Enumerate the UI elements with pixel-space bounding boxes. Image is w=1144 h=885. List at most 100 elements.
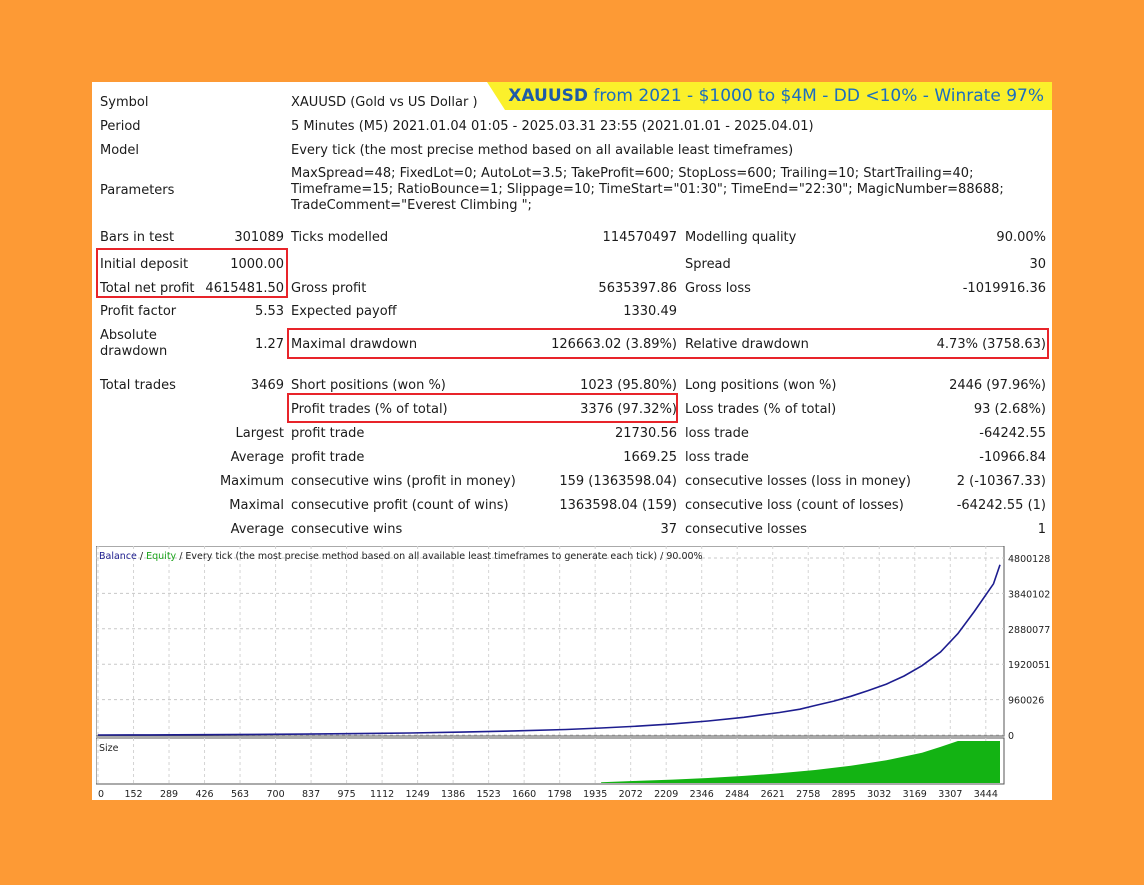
absolute-drawdown-value: 1.27 — [255, 337, 284, 352]
largest-loss-value: -64242.55 — [979, 426, 1046, 441]
average-consecutive-wins-value: 37 — [660, 522, 677, 537]
bars-in-test-label: Bars in test — [100, 230, 175, 245]
backtest-report-panel: XAUUSD from 2021 - $1000 to $4M - DD <10… — [92, 82, 1052, 800]
expected-payoff-value: 1330.49 — [623, 304, 677, 319]
max-consecutive-wins-value: 159 (1363598.04) — [559, 474, 677, 489]
x-tick-label: 0 — [98, 789, 104, 800]
max-consecutive-losses-value: 2 (-10367.33) — [956, 474, 1046, 489]
x-tick-label: 3307 — [938, 789, 962, 800]
ticks-modelled-value: 114570497 — [602, 230, 677, 245]
chart-legend: Balance / Equity / Every tick (the most … — [99, 551, 703, 562]
max-consecutive-losses-label: consecutive losses (loss in money) — [685, 474, 911, 489]
average-consecutive-losses-value: 1 — [1037, 522, 1046, 537]
main-plot-frame — [95, 545, 1005, 737]
legend-balance: Balance — [99, 551, 137, 562]
chart-grid — [96, 546, 1004, 784]
x-tick-label: 3032 — [867, 789, 891, 800]
size-label: Size — [99, 743, 119, 754]
maximum-prefix: Maximum — [219, 474, 284, 489]
period-label: Period — [100, 119, 141, 134]
y-tick-label: 4800128 — [1008, 554, 1050, 565]
y-tick-label: 3840102 — [1008, 589, 1050, 600]
x-tick-label: 1386 — [441, 789, 465, 800]
gross-profit-label: Gross profit — [291, 281, 367, 296]
banner-symbol: XAUUSD — [508, 86, 589, 106]
largest-profit-value: 21730.56 — [614, 426, 677, 441]
promo-banner: XAUUSD from 2021 - $1000 to $4M - DD <10… — [487, 82, 1052, 110]
gross-loss-label: Gross loss — [685, 281, 751, 296]
average-consecutive-losses-label: consecutive losses — [685, 522, 807, 537]
balance-chart-svg: 4800128 3840102 2880077 1920051 960026 0 0 152… — [95, 545, 1050, 800]
banner-text: from 2021 - $1000 to $4M - DD <10% - Win… — [588, 86, 1044, 106]
gross-profit-value: 5635397.86 — [598, 281, 677, 296]
total-net-profit-label: Total net profit — [100, 281, 195, 296]
initial-deposit-label: Initial deposit — [100, 257, 189, 272]
size-area — [601, 741, 1000, 783]
ticks-modelled-label: Ticks modelled — [291, 230, 389, 245]
x-tick-label: 152 — [124, 789, 142, 800]
average-consecutive-wins-label: consecutive wins — [291, 522, 403, 537]
maximal-drawdown-label: Maximal drawdown — [291, 337, 418, 352]
x-tick-label: 975 — [338, 789, 356, 800]
parameters-label: Parameters — [100, 183, 175, 198]
initial-deposit-value: 1000.00 — [230, 257, 284, 272]
maximal-consecutive-profit-value: 1363598.04 (159) — [559, 498, 677, 513]
profit-factor-label: Profit factor — [100, 304, 177, 319]
gross-loss-value: -1019916.36 — [962, 281, 1046, 296]
modelling-quality-value: 90.00% — [996, 230, 1046, 245]
bars-in-test-value: 301089 — [234, 230, 284, 245]
profit-trades-value: 3376 (97.32%) — [580, 402, 677, 417]
loss-trades-label: Loss trades (% of total) — [685, 402, 837, 417]
long-positions-value: 2446 (97.96%) — [949, 378, 1046, 393]
x-tick-label: 3169 — [903, 789, 927, 800]
y-tick-label: 0 — [1008, 731, 1014, 742]
total-trades-value: 3469 — [250, 378, 284, 393]
loss-trades-value: 93 (2.68%) — [973, 402, 1046, 417]
model-value: Every tick (the most precise method base… — [291, 143, 794, 158]
x-tick-label: 2621 — [761, 789, 785, 800]
legend-sep: / — [137, 551, 146, 562]
x-tick-label: 563 — [231, 789, 249, 800]
relative-drawdown-value: 4.73% (3758.63) — [936, 337, 1046, 352]
largest-prefix: Largest — [235, 426, 284, 441]
relative-drawdown-label: Relative drawdown — [685, 337, 809, 352]
x-tick-label: 837 — [302, 789, 320, 800]
x-tick-label: 2895 — [832, 789, 856, 800]
x-tick-label: 1249 — [406, 789, 430, 800]
y-tick-label: 2880077 — [1008, 625, 1050, 636]
average-prefix: Average — [230, 450, 284, 465]
parameters-value: MaxSpread=48; FixedLot=0; AutoLot=3.5; T… — [291, 166, 1004, 213]
x-tick-label: 1112 — [370, 789, 394, 800]
expected-payoff-label: Expected payoff — [291, 304, 397, 319]
legend-rest: / Every tick (the most precise method ba… — [176, 551, 702, 562]
total-trades-label: Total trades — [100, 378, 176, 393]
modelling-quality-label: Modelling quality — [685, 230, 797, 245]
x-tick-label: 3444 — [974, 789, 998, 800]
legend-equity: Equity — [146, 551, 176, 562]
x-tick-label: 2072 — [619, 789, 643, 800]
long-positions-label: Long positions (won %) — [685, 378, 837, 393]
maximal-consecutive-profit-label: consecutive profit (count of wins) — [291, 498, 509, 513]
profit-factor-value: 5.53 — [255, 304, 284, 319]
total-net-profit-value: 4615481.50 — [205, 281, 284, 296]
symbol-value: XAUUSD (Gold vs US Dollar ) — [291, 95, 478, 110]
absolute-drawdown-label: Absolute drawdown — [100, 328, 168, 359]
short-positions-label: Short positions (won %) — [291, 378, 446, 393]
maximal-prefix: Maximal — [229, 498, 284, 513]
spread-label: Spread — [685, 257, 731, 272]
maximal-drawdown-value: 126663.02 (3.89%) — [551, 337, 677, 352]
x-axis-ticks: 0 152 289 426 563 700 837 975 1112 1249 1386 1523 16… — [98, 789, 998, 800]
average-consecutive-prefix: Average — [230, 522, 284, 537]
x-tick-label: 1523 — [477, 789, 501, 800]
balance-line — [97, 564, 1001, 736]
x-tick-label: 2346 — [690, 789, 714, 800]
y-axis-ticks: 4800128 3840102 2880077 1920051 960026 0 — [1008, 554, 1050, 742]
maximal-consecutive-loss-label: consecutive loss (count of losses) — [685, 498, 904, 513]
x-tick-label: 1660 — [512, 789, 536, 800]
x-tick-label: 289 — [160, 789, 178, 800]
y-tick-label: 1920051 — [1008, 660, 1050, 671]
largest-profit-label: profit trade — [291, 426, 365, 441]
x-tick-label: 1935 — [583, 789, 607, 800]
x-tick-label: 426 — [195, 789, 213, 800]
largest-loss-label: loss trade — [685, 426, 749, 441]
